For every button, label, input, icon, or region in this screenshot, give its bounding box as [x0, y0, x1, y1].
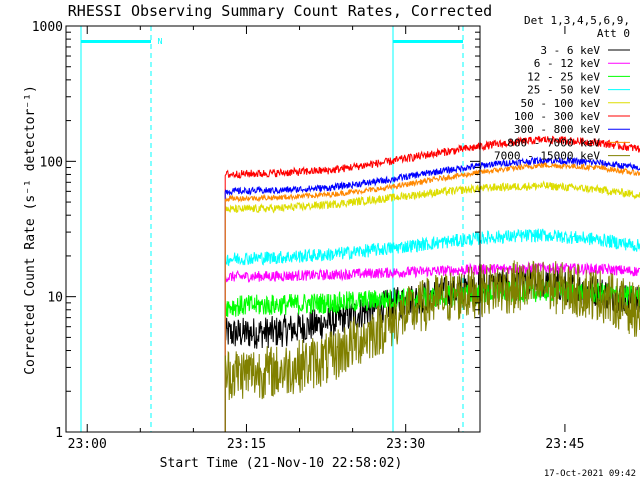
footer-timestamp: 17-Oct-2021 09:42 — [544, 469, 636, 479]
x-tick-label: 23:45 — [545, 437, 584, 452]
legend-header-line-1: Det 1,3,4,5,6,9, — [524, 14, 630, 27]
series-line-9 — [224, 260, 640, 432]
time-markers: N — [80, 26, 464, 432]
series-line-2 — [224, 261, 640, 432]
y-tick-label: 1 — [55, 426, 63, 441]
series-line-5 — [224, 180, 640, 432]
x-tick-label: 23:00 — [68, 437, 107, 452]
legend-label: 12 - 25 keV — [527, 70, 600, 83]
legend-label: 300 - 800 keV — [514, 123, 600, 136]
night-bar — [81, 40, 151, 43]
series-line-8 — [224, 162, 640, 432]
axis-ticks: 23:0023:1523:3023:4500:0000:1500:3011010… — [32, 20, 585, 452]
x-axis-label: Start Time (21-Nov-10 22:58:02) — [160, 456, 403, 471]
y-tick-label: 100 — [40, 155, 63, 170]
night-bar — [393, 40, 463, 43]
x-tick-label: 23:15 — [227, 437, 266, 452]
legend-label: 25 - 50 keV — [527, 84, 600, 97]
y-axis-label: Corrected Count Rate (s⁻¹ detector⁻¹) — [23, 85, 38, 375]
legend-label: 6 - 12 keV — [534, 57, 601, 70]
series-line-7 — [224, 156, 640, 432]
legend-label: 7000 - 15000 keV — [494, 150, 600, 163]
series-line-3 — [224, 280, 640, 432]
x-tick-label: 23:30 — [386, 437, 425, 452]
plot-frame — [65, 25, 481, 433]
night-bar-label: N — [158, 37, 163, 46]
y-tick-label: 1000 — [32, 20, 63, 35]
y-tick-label: 10 — [47, 291, 63, 306]
legend-label: 800 - 7000 keV — [507, 136, 600, 149]
legend-label: 3 - 6 keV — [540, 44, 600, 57]
series-line-6 — [224, 135, 640, 432]
chart-title: RHESSI Observing Summary Count Rates, Co… — [68, 2, 492, 20]
series-layer — [224, 135, 640, 432]
legend-label: 50 - 100 keV — [521, 97, 601, 110]
legend-label: 100 - 300 keV — [514, 110, 600, 123]
legend-header-line-2: Att 0 — [597, 27, 630, 40]
series-line-4 — [224, 228, 640, 432]
